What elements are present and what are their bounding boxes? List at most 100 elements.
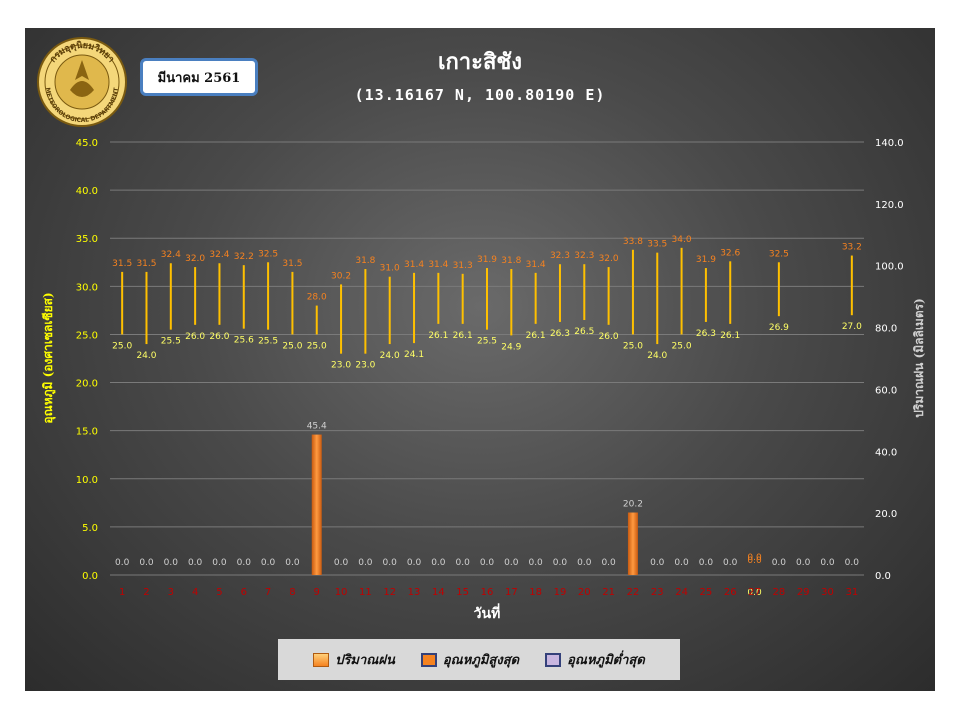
left-axis-tick-label: 15.0 <box>76 427 98 438</box>
temperature-range-bar <box>461 273 464 324</box>
rain-data-label: 0.0 <box>139 558 154 568</box>
temperature-range-bar <box>437 272 440 324</box>
rain-data-label: 0.0 <box>456 558 471 568</box>
left-axis-tick-label: 30.0 <box>76 282 98 293</box>
tmin-data-label: 26.1 <box>720 331 740 341</box>
temperature-bars <box>121 247 853 354</box>
tmax-data-label: 33.5 <box>647 240 667 250</box>
tmax-data-label: 32.3 <box>550 251 570 261</box>
tmin-data-label: 25.5 <box>477 337 497 347</box>
rain-data-label: 0.0 <box>261 558 276 568</box>
chart-area <box>25 28 935 691</box>
temperature-range-bar <box>558 264 561 322</box>
tmin-data-label: 24.0 <box>380 351 400 361</box>
tmin-data-label: 25.0 <box>282 341 302 351</box>
x-axis-tick-label: 14 <box>432 587 445 598</box>
x-axis-tick-label: 18 <box>529 587 542 598</box>
x-axis-tick-label: 4 <box>192 587 198 598</box>
x-axis-tick-label: 7 <box>265 587 271 598</box>
x-axis-tick-label: 15 <box>456 587 469 598</box>
tmin-data-label: 24.0 <box>647 351 667 361</box>
tmin-data-label: 26.5 <box>574 327 594 337</box>
right-axis-tick-label: 120.0 <box>875 200 904 211</box>
temperature-range-bar <box>777 262 780 317</box>
right-axis-tick-label: 40.0 <box>875 447 897 458</box>
temperature-range-bar <box>704 268 707 322</box>
rain-data-label: 0.0 <box>212 558 227 568</box>
rain-data-label: 0.0 <box>237 558 252 568</box>
x-axis-tick-label: 12 <box>383 587 396 598</box>
rain-data-label: 0.0 <box>601 558 616 568</box>
left-axis-tick-label: 40.0 <box>76 186 98 197</box>
tmax-data-label: 31.3 <box>453 261 473 271</box>
right-axis-tick-label: 60.0 <box>875 385 897 396</box>
tmin-data-label: 27.0 <box>842 322 862 332</box>
temperature-range-bar <box>631 249 634 335</box>
legend-swatch-tmin <box>545 652 562 667</box>
tmax-data-label: 30.2 <box>331 271 351 281</box>
temperature-range-bar <box>729 261 732 324</box>
temperature-range-bar <box>850 255 853 316</box>
x-axis-tick-label: 2 <box>143 587 149 598</box>
rain-data-label: 0.0 <box>358 558 373 568</box>
x-axis-label: วันที่ <box>474 603 501 622</box>
temperature-range-bar <box>291 271 294 335</box>
rain-data-label: 0.0 <box>504 558 519 568</box>
tmin-data-label: 25.0 <box>307 341 327 351</box>
tmin-data-label: 26.1 <box>526 331 546 341</box>
tmax-data-label: 31.0 <box>380 264 400 274</box>
left-axis-tick-label: 0.0 <box>82 571 98 582</box>
right-axis-ticks: 0.0 20.0 40.0 60.0 80.0 100.0 120.0 140.0 <box>875 138 904 582</box>
rain-data-label: 0.0 <box>285 558 300 568</box>
right-axis-tick-label: 0.0 <box>875 571 891 582</box>
temperature-range-bar <box>680 247 683 335</box>
right-axis-tick-label: 80.0 <box>875 324 897 335</box>
x-axis-tick-label: 6 <box>241 587 247 598</box>
x-axis-tick-label: 28 <box>773 587 786 598</box>
tmax-data-label: 34.0 <box>672 235 692 245</box>
rain-data-label: 0.0 <box>796 558 811 568</box>
rain-data-label: 0.0 <box>164 558 179 568</box>
x-axis-tick-label: 9 <box>314 587 320 598</box>
rain-data-label: 0.0 <box>431 558 446 568</box>
temperature-range-bar <box>413 272 416 344</box>
tmax-data-label: 31.5 <box>282 259 302 269</box>
tmax-data-label: 31.8 <box>501 256 521 266</box>
meteorological-department-logo: กรมอุตุนิยมวิทยา METEOROLOGICAL DEPARTME… <box>37 37 127 127</box>
tmin-data-label: 26.3 <box>550 329 570 339</box>
rain-data-label: 0.0 <box>115 558 130 568</box>
legend-swatch-tmax <box>420 652 437 667</box>
left-axis-label: อุณหภูมิ (องศาเซลเซียส) <box>41 292 56 423</box>
rain-data-label: 0.0 <box>528 558 543 568</box>
x-axis-tick-label: 23 <box>651 587 664 598</box>
day27-tmin-label: 0.0 <box>747 588 762 598</box>
rain-data-label: 0.0 <box>577 558 592 568</box>
tmax-data-label: 31.4 <box>404 260 424 270</box>
temperature-range-bar <box>121 271 124 335</box>
x-axis-tick-label: 13 <box>408 587 421 598</box>
temperature-range-bar <box>169 263 172 330</box>
temperature-range-bar <box>510 269 513 336</box>
temperature-range-bar <box>388 276 391 345</box>
tmax-data-label: 31.4 <box>526 260 546 270</box>
x-axis-ticks: 1 2 3 4 5 6 7 8 9 10 11 12 13 14 15 16 17 18 19 20 21 22 23 24 2… <box>119 587 858 598</box>
left-axis-tick-label: 35.0 <box>76 234 98 245</box>
right-axis-tick-label: 100.0 <box>875 262 904 273</box>
tmax-data-label: 32.4 <box>209 250 229 260</box>
x-axis-tick-label: 16 <box>481 587 494 598</box>
x-axis-tick-label: 3 <box>168 587 174 598</box>
temperature-range-bar <box>534 272 537 324</box>
month-label: มีนาคม 2561 <box>140 58 258 96</box>
tmin-data-label: 23.0 <box>331 361 351 371</box>
tmin-data-label: 24.1 <box>404 350 424 360</box>
temperature-range-bar <box>242 265 245 329</box>
temperature-range-bar <box>315 305 318 335</box>
chart-subtitle: (13.16167 N, 100.80190 E) <box>354 86 606 104</box>
legend-item-tmax: อุณหภูมิสูงสุด <box>420 649 519 670</box>
rain-data-label: 0.0 <box>747 556 762 566</box>
x-axis-tick-label: 25 <box>700 587 713 598</box>
tmin-data-label: 26.1 <box>428 331 448 341</box>
temperature-range-bar <box>486 268 488 330</box>
x-axis-tick-label: 24 <box>675 587 688 598</box>
tmax-data-label: 32.0 <box>185 254 205 264</box>
